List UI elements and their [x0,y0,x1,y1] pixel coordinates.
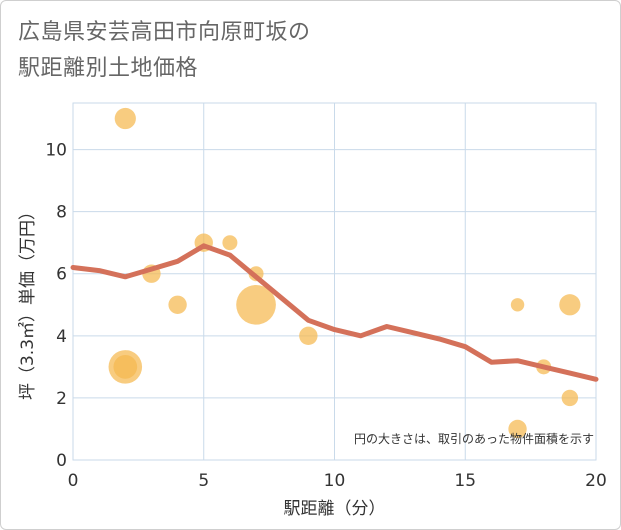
chart-title-line1: 広島県安芸高田市向原町坂の [18,20,311,45]
scatter-point [299,326,318,346]
scatter-point [222,235,238,251]
scatter-point [236,284,276,325]
x-tick-label: 20 [585,471,607,491]
y-tick-label: 10 [45,141,67,161]
x-tick-label: 5 [198,471,209,491]
y-tick-label: 4 [56,327,67,347]
scatter-points [108,107,581,439]
x-tick-label: 15 [454,471,476,491]
y-tick-label: 6 [56,265,67,285]
chart-title: 広島県安芸高田市向原町坂の 駅距離別土地価格 [18,15,311,87]
chart-title-line2: 駅距離別土地価格 [18,56,199,81]
x-tick-label: 0 [68,471,79,491]
y-axis-label: 坪（3.3㎡）単価（万円） [18,203,38,400]
scatter-point [113,355,138,379]
trend-line [70,243,599,382]
axis-ticks: 0 5 10 15 20 0 2 4 6 8 10 [45,141,606,491]
y-tick-label: 0 [56,451,67,471]
scatter-point [114,107,136,130]
scatter-point [559,294,581,316]
scatter-point [508,419,527,439]
scatter-point [510,298,525,312]
size-note: 円の大きさは、取引のあった物件面積を示す [354,431,594,446]
y-tick-label: 8 [56,203,67,223]
x-tick-label: 10 [324,471,346,491]
grid-lines [72,102,597,461]
y-tick-label: 2 [56,389,67,409]
scatter-point [168,295,187,314]
x-axis-label: 駅距離（分） [284,499,386,519]
scatter-point [561,389,579,407]
